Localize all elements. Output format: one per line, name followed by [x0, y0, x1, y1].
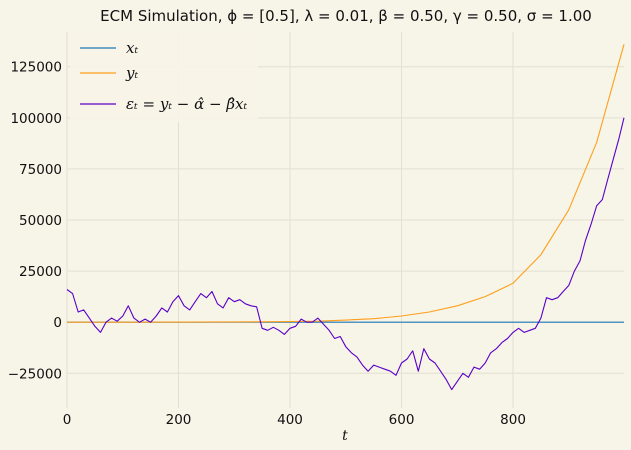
x-tick-labels: 0 200 400 600 800: [63, 412, 526, 428]
y-tick-label: 0: [53, 315, 62, 331]
y-tick-label: 125000: [10, 60, 62, 76]
series-layer: [66, 44, 625, 391]
legend-label-eps: εₜ = yₜ − α̂ − β̂xₜ: [126, 95, 247, 113]
y-tick-label: 50000: [19, 213, 62, 229]
chart-title: ECM Simulation, ϕ = [0.5], λ = 0.01, β =…: [100, 7, 592, 25]
y-tick-label: 25000: [19, 264, 62, 280]
legend-label-x: xₜ: [126, 39, 138, 57]
grid-lines: [66, 32, 624, 408]
y-tick-labels: −25000 0 25000 50000 75000 100000 125000: [8, 60, 62, 383]
x-tick-label: 800: [500, 412, 526, 428]
y-tick-label: −25000: [8, 366, 62, 382]
epsilon-t-series-line: [66, 117, 625, 391]
y-t-series-line: [67, 44, 625, 323]
y-tick-label: 100000: [10, 111, 62, 127]
x-axis-label: t: [342, 428, 348, 444]
legend-box: [70, 32, 258, 122]
x-tick-label: 200: [166, 412, 192, 428]
x-tick-label: 400: [277, 412, 303, 428]
legend-label-y: yₜ: [125, 64, 138, 82]
x-tick-label: 600: [389, 412, 415, 428]
legend: xₜ yₜ εₜ = yₜ − α̂ − β̂xₜ: [70, 32, 258, 122]
x-tick-label: 0: [63, 412, 72, 428]
y-tick-label: 75000: [19, 162, 62, 178]
